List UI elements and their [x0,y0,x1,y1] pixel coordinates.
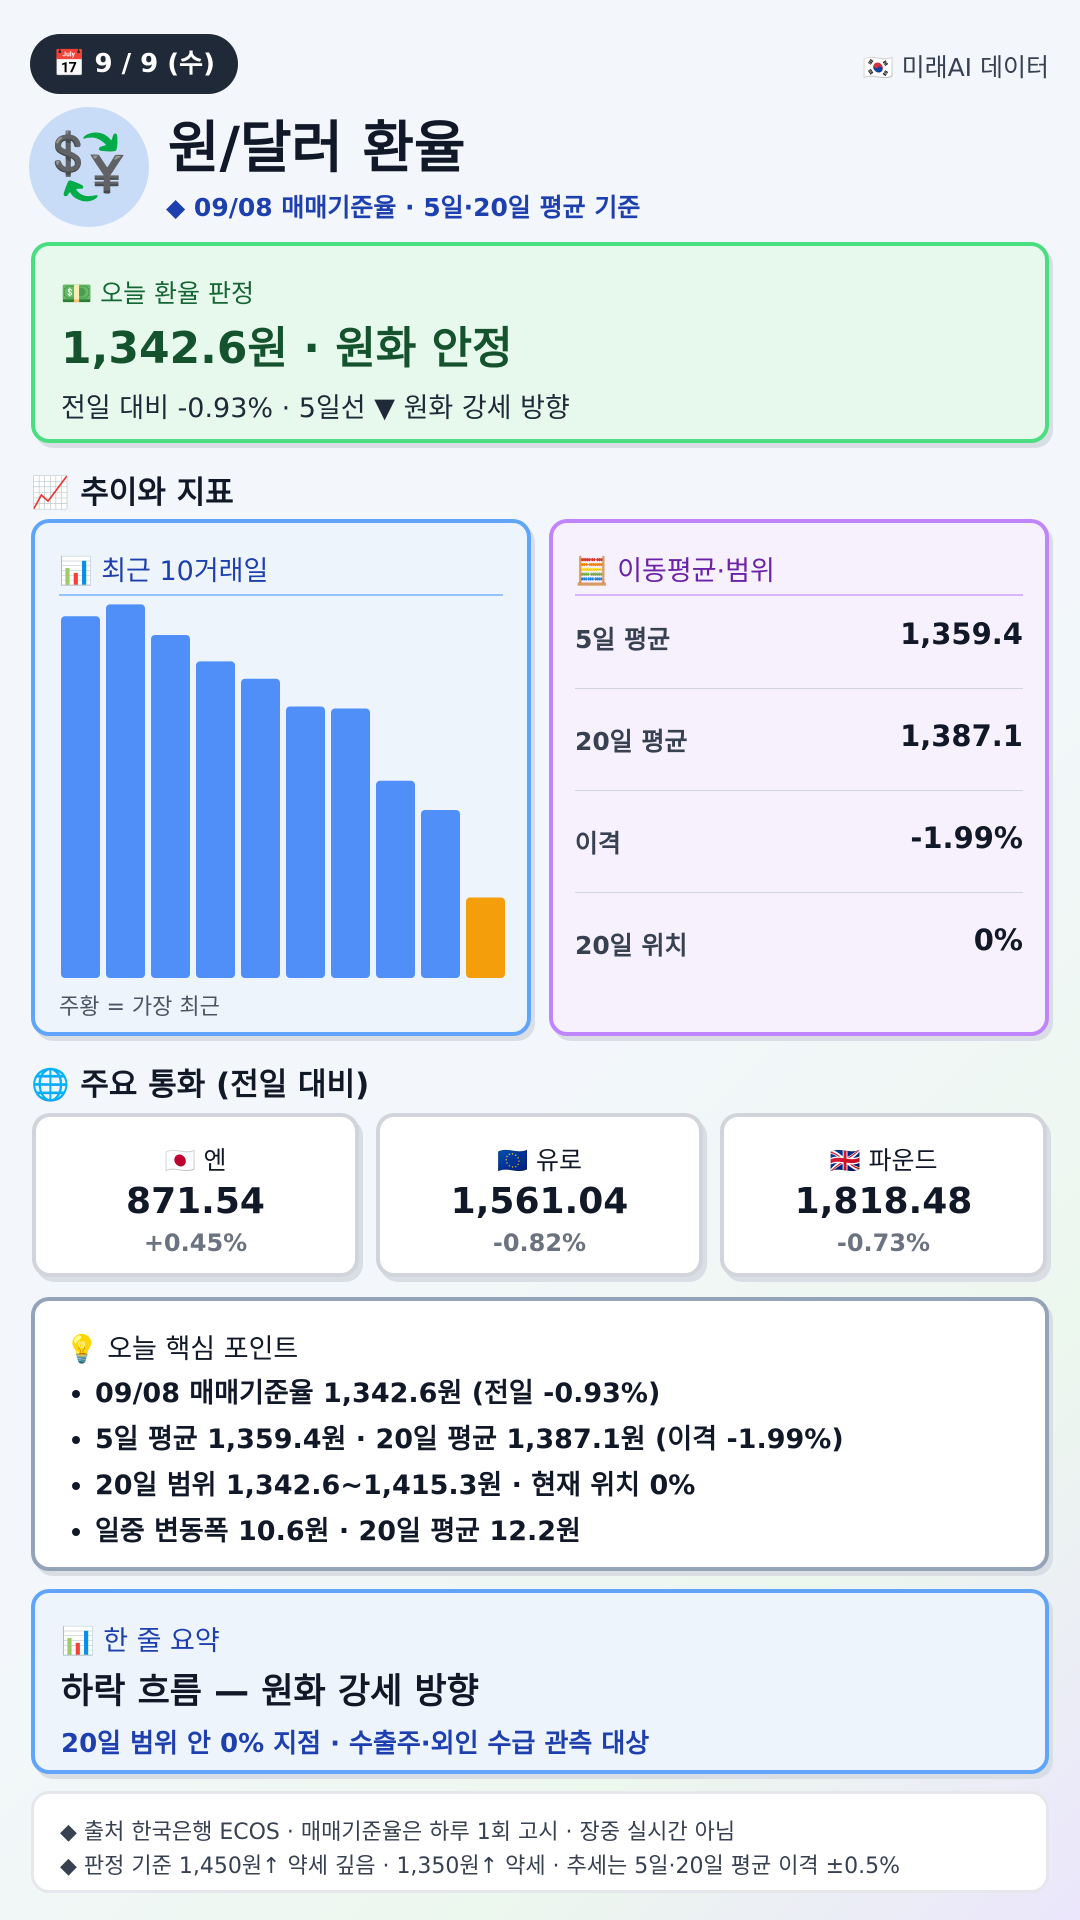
currency-change: +0.45% [143,1229,248,1257]
point-item: 20일 범위 1,342.6~1,415.3원 · 현재 위치 0% [95,1463,844,1509]
currency-card: 🇯🇵 엔 871.54 +0.45% [32,1113,359,1277]
chart-note: 주황 = 가장 최근 [59,995,220,1020]
ma-label: 이격 [575,829,622,858]
bar [196,661,235,978]
section-title: 🌐 주요 통화 (전일 대비) [31,1067,370,1103]
date-pill: 📅 9 / 9 (수) [30,34,238,94]
verdict-headline: 1,342.6원 · 원화 안정 [61,323,513,374]
bar [106,604,145,978]
point-item: 일중 변동폭 10.6원 · 20일 평균 12.2원 [95,1509,844,1555]
verdict-label: 💵 오늘 환율 판정 [61,279,254,308]
verdict-detail: 전일 대비 -0.93% · 5일선 ▼ 원화 강세 방향 [61,393,570,424]
points-card: 💡 오늘 핵심 포인트 09/08 매매기준율 1,342.6원 (전일 -0.… [31,1297,1049,1571]
bar [241,678,280,978]
divider [575,594,1023,596]
currency-value: 1,818.48 [794,1181,973,1222]
currency-name: 🇬🇧 파운드 [829,1146,938,1175]
ma-panel: 🧮 이동평균·범위 5일 평균 1,359.4 20일 평균 1,387.1 이격 -1.… [549,519,1049,1036]
ma-value: 1,387.1 [900,719,1023,753]
ma-title: 🧮 이동평균·범위 [575,556,775,587]
bar [376,780,415,978]
summary-card: 📊 한 줄 요약 하락 흐름 — 원화 강세 방향 20일 범위 안 0% 지점… [31,1589,1049,1774]
section-title: 📈 추이와 지표 [31,475,234,511]
currency-value: 1,561.04 [450,1181,629,1222]
icon: 💱 [29,107,149,227]
chart-panel: 📊 최근 10거래일 주황 = 가장 최근 [31,519,531,1036]
footer: ◆ 출처 한국은행 ECOS · 매매기준율은 하루 1회 고시 · 장중 실시… [31,1791,1049,1893]
bar-chart [61,604,505,978]
ma-value: -1.99% [910,821,1023,855]
ma-value: 1,359.4 [900,617,1023,651]
summary-detail: 20일 범위 안 0% 지점 · 수출주·외인 수급 관측 대상 [61,1729,650,1759]
subtitle: ◆ 09/08 매매기준율 · 5일·20일 평균 기준 [166,193,641,222]
bar [421,809,460,978]
footer-line: ◆ 출처 한국은행 ECOS · 매매기준율은 하루 1회 고시 · 장중 실시… [60,1820,736,1845]
chart-title: 📊 최근 10거래일 [59,556,269,587]
divider [575,688,1023,689]
currency-card: 🇬🇧 파운드 1,818.48 -0.73% [720,1113,1047,1277]
currency-change: -0.73% [836,1229,931,1257]
currency-name: 🇪🇺 유로 [496,1146,583,1175]
summary-headline: 하락 흐름 — 원화 강세 방향 [61,1672,479,1712]
currency-name: 🇯🇵 엔 [164,1146,227,1175]
point-item: 09/08 매매기준율 1,342.6원 (전일 -0.93%) [95,1371,844,1417]
bar [151,634,190,978]
ma-label: 20일 평균 [575,727,688,756]
ma-label: 20일 위치 [575,931,688,960]
source: 🇰🇷 미래AI 데이터 [862,53,1050,82]
bar [286,706,325,978]
divider [575,892,1023,893]
summary-title: 📊 한 줄 요약 [61,1626,220,1657]
point-item: 5일 평균 1,359.4원 · 20일 평균 1,387.1원 (이격 -1.… [95,1417,844,1463]
currency-change: -0.82% [492,1229,587,1257]
points-title: 💡 오늘 핵심 포인트 [65,1334,299,1365]
footer-line: ◆ 판정 기준 1,450원↑ 약세 깊음 · 1,350원↑ 약세 · 추세는… [60,1854,900,1879]
bar [466,897,505,978]
bar [61,616,100,978]
divider [575,790,1023,791]
ma-value: 0% [973,923,1023,957]
currency-card: 🇪🇺 유로 1,561.04 -0.82% [376,1113,703,1277]
points-list: 09/08 매매기준율 1,342.6원 (전일 -0.93%)5일 평균 1,… [65,1371,844,1555]
verdict-card: 💵 오늘 환율 판정 1,342.6원 · 원화 안정 전일 대비 -0.93%… [31,242,1049,443]
bar [331,708,370,978]
ma-label: 5일 평균 [575,625,671,654]
divider [59,594,503,596]
title: 원/달러 환율 [168,116,466,181]
currency-value: 871.54 [126,1181,265,1222]
